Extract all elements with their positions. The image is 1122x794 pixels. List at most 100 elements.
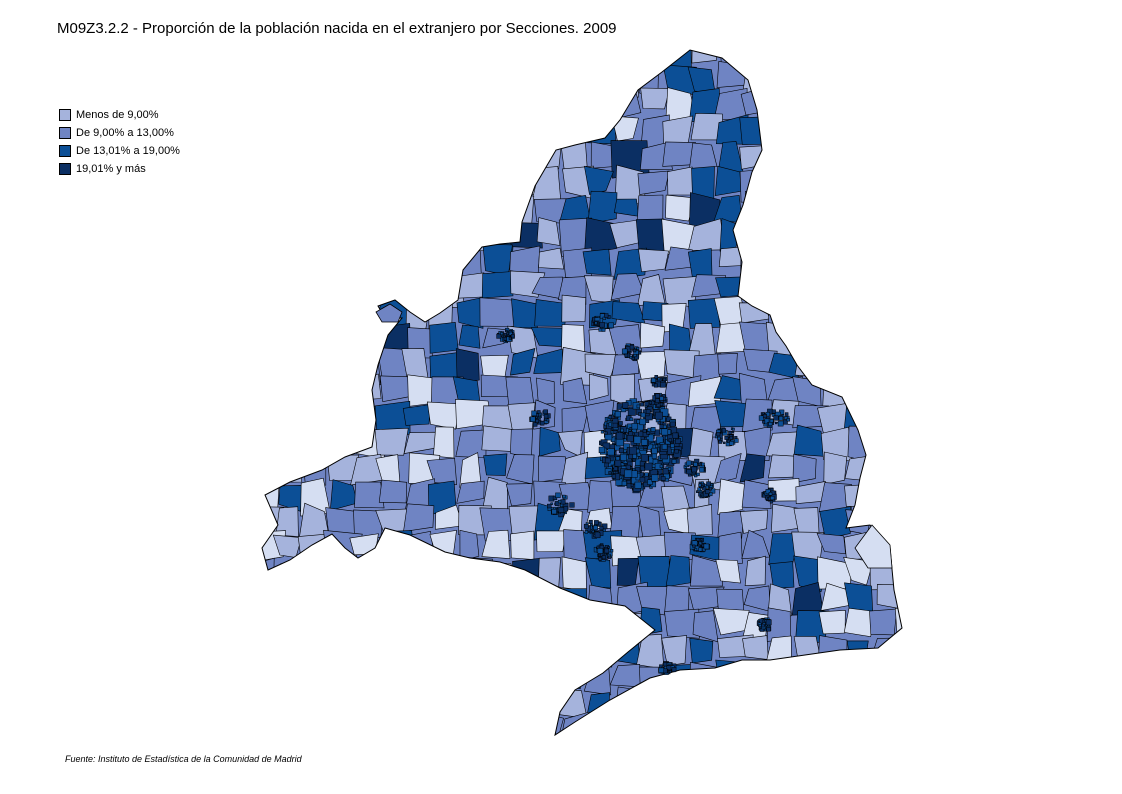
census-section <box>585 86 613 119</box>
urban-section <box>623 438 627 442</box>
census-section <box>766 274 800 304</box>
census-section <box>584 217 620 255</box>
census-section <box>378 479 408 504</box>
census-section <box>452 221 486 252</box>
census-section <box>583 660 612 696</box>
census-section <box>301 324 329 349</box>
urban-section <box>618 421 623 426</box>
census-section <box>843 400 872 431</box>
urban-section <box>621 480 627 486</box>
census-section <box>820 113 851 142</box>
census-section <box>870 196 898 224</box>
census-section <box>457 661 488 692</box>
census-section <box>326 93 361 116</box>
census-section <box>303 50 330 65</box>
census-section <box>273 274 311 296</box>
census-section <box>820 660 842 695</box>
census-section <box>262 167 282 201</box>
legend-label: De 13,01% a 19,00% <box>76 145 180 157</box>
census-section <box>766 192 796 230</box>
urban-section <box>686 460 692 466</box>
map-sections <box>262 50 930 770</box>
urban-section <box>638 351 642 355</box>
urban-section <box>768 422 773 426</box>
census-section <box>262 217 280 245</box>
census-section <box>382 691 411 720</box>
census-section <box>428 90 456 120</box>
census-section <box>871 169 899 194</box>
census-section <box>354 581 376 619</box>
census-section <box>351 325 382 360</box>
census-section <box>273 89 311 128</box>
census-section <box>381 557 409 589</box>
census-section <box>718 246 748 268</box>
census-section <box>455 348 480 384</box>
census-section <box>821 138 847 175</box>
census-section <box>481 425 515 452</box>
census-section <box>375 50 409 67</box>
census-section <box>901 739 930 770</box>
census-section <box>262 402 279 433</box>
census-section <box>300 86 337 116</box>
census-section <box>511 298 538 329</box>
urban-section <box>639 476 646 483</box>
census-section <box>481 529 511 559</box>
census-section <box>299 140 332 172</box>
census-section <box>536 63 559 91</box>
urban-section <box>762 414 767 419</box>
urban-section <box>557 499 562 504</box>
census-section <box>739 509 769 534</box>
census-section <box>769 561 795 589</box>
census-section <box>686 504 713 536</box>
census-section <box>895 91 902 117</box>
census-section <box>298 352 337 382</box>
census-section <box>402 88 433 122</box>
census-section <box>846 89 879 118</box>
census-section <box>587 64 619 102</box>
census-section <box>715 276 754 298</box>
census-section <box>405 145 432 172</box>
census-section <box>534 117 563 144</box>
urban-section <box>659 424 664 429</box>
census-section <box>458 615 490 643</box>
urban-section <box>706 481 711 487</box>
urban-section <box>616 432 624 440</box>
legend-swatch <box>59 109 71 121</box>
census-section <box>298 114 329 149</box>
census-section <box>900 50 902 69</box>
urban-section <box>650 427 656 432</box>
census-section <box>262 140 283 171</box>
urban-section <box>640 402 645 407</box>
census-section <box>590 716 619 735</box>
census-section <box>663 717 689 735</box>
legend-swatch <box>59 163 71 175</box>
urban-section <box>661 443 668 450</box>
census-section <box>535 91 570 121</box>
urban-section <box>717 436 721 441</box>
census-section <box>635 218 665 252</box>
census-section <box>456 480 485 504</box>
urban-section <box>761 623 765 628</box>
urban-section <box>597 548 604 554</box>
census-section <box>587 584 614 613</box>
legend-item-class-3: De 13,01% a 19,00% <box>59 142 180 160</box>
urban-section <box>625 464 631 470</box>
census-section <box>872 661 901 692</box>
urban-section <box>638 431 644 437</box>
urban-section <box>626 435 634 442</box>
census-section <box>563 612 585 642</box>
urban-section <box>535 419 539 423</box>
urban-section <box>543 414 549 419</box>
census-section <box>794 348 825 378</box>
urban-section <box>639 472 644 477</box>
census-section <box>771 139 803 167</box>
census-section <box>531 638 556 661</box>
census-section <box>298 612 329 638</box>
census-section <box>374 711 413 735</box>
census-section <box>323 217 362 252</box>
urban-section <box>620 428 624 433</box>
census-section <box>535 50 558 65</box>
census-section <box>665 194 696 222</box>
census-section <box>896 532 902 560</box>
census-section <box>771 89 789 124</box>
